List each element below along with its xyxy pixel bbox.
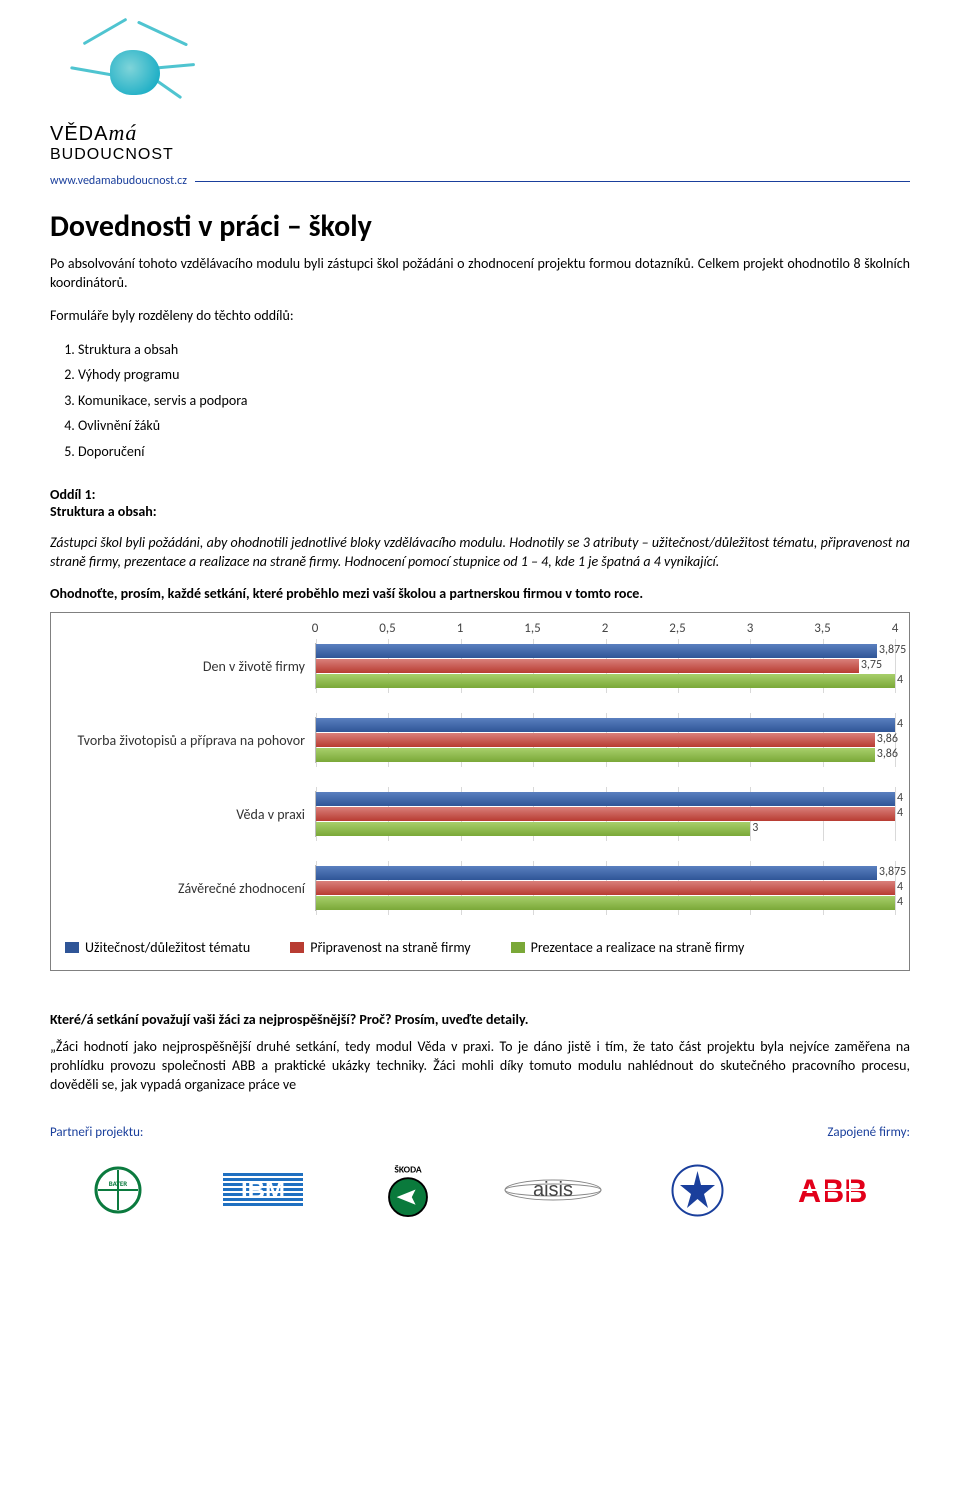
footer-label-partners: Partneři projektu: — [50, 1125, 143, 1140]
page-title: Dovednosti v práci – školy — [50, 208, 910, 245]
chart-group-label: Tvorba životopisů a příprava na pohovor — [65, 717, 315, 763]
logo-abb: ABB — [775, 1160, 910, 1220]
chart-bar: 4 — [316, 896, 895, 910]
svg-text:BAYER: BAYER — [108, 1179, 127, 1188]
chart-bar: 3 — [316, 822, 750, 836]
chart-bar-value: 4 — [897, 895, 937, 909]
oddil1-subheading: Struktura a obsah: — [50, 503, 910, 520]
chart-bar-value: 3,875 — [879, 865, 919, 879]
chart-bar: 3,86 — [316, 748, 875, 762]
section-item: Doporučení — [78, 442, 910, 462]
chart-bar-value: 3 — [752, 821, 792, 835]
chart-bar: 4 — [316, 718, 895, 732]
chart-group-label: Závěrečné zhodnocení — [65, 865, 315, 911]
question-2-answer: „Žáci hodnotí jako nejprospěšnější druhé… — [50, 1038, 910, 1095]
section-item: Výhody programu — [78, 365, 910, 385]
chart-bar: 4 — [316, 881, 895, 895]
chart-bar: 4 — [316, 792, 895, 806]
section-item: Ovlivnění žáků — [78, 416, 910, 436]
intro-paragraph-2: Formuláře byly rozděleny do těchto oddíl… — [50, 307, 910, 326]
chart-prompt: Ohodnoťte, prosím, každé setkání, které … — [50, 585, 910, 602]
svg-text:ŠKODA: ŠKODA — [394, 1163, 421, 1175]
chart-bar-value: 4 — [897, 717, 937, 731]
chart-bar: 3,86 — [316, 733, 875, 747]
legend-swatch-blue — [65, 942, 79, 953]
chart-bar-value: 3,875 — [879, 643, 919, 657]
chart-bar-value: 4 — [897, 791, 937, 805]
svg-text:IBM: IBM — [241, 1177, 285, 1204]
chart-bar: 4 — [316, 807, 895, 821]
chart-legend: Užitečnost/důležitost tématu Připravenos… — [65, 939, 895, 956]
chart-bar: 3,875 — [316, 866, 877, 880]
chart-bar-value: 4 — [897, 880, 937, 894]
chart-bar-value: 3,86 — [877, 732, 917, 746]
logo-bayer: BAYER — [50, 1160, 185, 1220]
logo-ibm: IBM — [195, 1160, 330, 1220]
chart-bar: 3,875 — [316, 644, 877, 658]
chart-bar-value: 3,75 — [861, 658, 901, 672]
chart-bar-value: 4 — [897, 806, 937, 820]
chart-bar: 4 — [316, 674, 895, 688]
chart-group-label: Den v životě firmy — [65, 643, 315, 689]
section-item: Struktura a obsah — [78, 340, 910, 360]
oddil1-heading: Oddíl 1: — [50, 486, 910, 503]
footer-label-companies: Zapojené firmy: — [827, 1125, 910, 1140]
project-logo: VĚDAmá BUDOUCNOST — [50, 20, 910, 164]
header-rule — [195, 181, 910, 182]
chart-bar: 3,75 — [316, 659, 859, 673]
legend-label: Připravenost na straně firmy — [310, 939, 470, 956]
project-url-link[interactable]: www.vedamabudoucnost.cz — [50, 174, 187, 188]
svg-text:aisis: aisis — [532, 1179, 572, 1201]
ratings-chart: 00,511,522,533,54Den v životě firmy3,875… — [50, 612, 910, 971]
oddil1-description: Zástupci škol byli požádáni, aby ohodnot… — [50, 534, 910, 572]
footer-logos-row: BAYER IBM ŠKODA aisis — [50, 1150, 910, 1230]
legend-swatch-red — [290, 942, 304, 953]
logo-skoda: ŠKODA — [340, 1160, 475, 1220]
sections-list: Struktura a obsah Výhody programu Komuni… — [78, 340, 910, 462]
logo-aisis: aisis — [485, 1160, 620, 1220]
chart-bar-value: 3,86 — [877, 747, 917, 761]
logo-sedlecky-kaolin — [630, 1160, 765, 1220]
chart-group-label: Věda v praxi — [65, 791, 315, 837]
legend-label: Prezentace a realizace na straně firmy — [531, 939, 745, 956]
section-item: Komunikace, servis a podpora — [78, 391, 910, 411]
legend-swatch-green — [511, 942, 525, 953]
legend-label: Užitečnost/důležitost tématu — [85, 939, 250, 956]
question-2-prompt: Které/á setkání považují vaši žáci za ne… — [50, 1011, 910, 1028]
intro-paragraph-1: Po absolvování tohoto vzdělávacího modul… — [50, 255, 910, 293]
chart-bar-value: 4 — [897, 673, 937, 687]
